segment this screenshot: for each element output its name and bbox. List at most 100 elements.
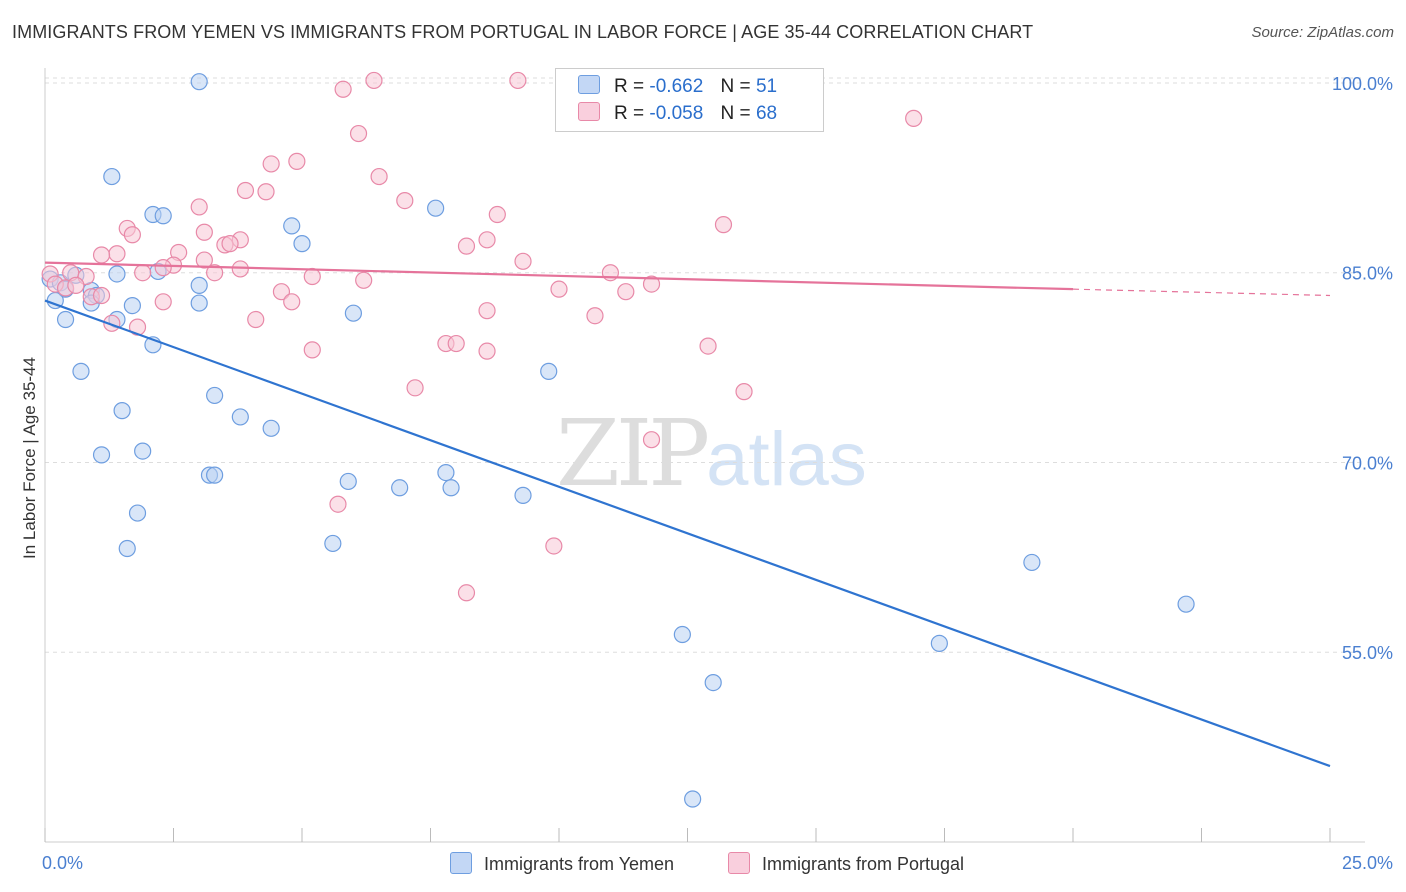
y-tick-label: 55.0% [1342,643,1393,663]
portugal-point [509,71,527,90]
yemen-point [427,199,445,217]
portugal-point [365,71,383,90]
portugal-point [514,252,532,270]
portugal-point [221,235,239,253]
yemen-point [339,472,357,491]
bottom-legend-portugal: Immigrants from Portugal [728,852,964,875]
portugal-point [92,286,111,305]
legend-row-portugal: R = -0.058 N = 68 [578,102,777,126]
yemen-trend-line [44,299,1331,768]
portugal-point [154,293,172,311]
portugal-point [355,271,373,289]
yemen-point [1023,553,1041,572]
yemen-point [391,479,409,497]
portugal-point [406,379,424,397]
portugal-point [905,109,923,127]
portugal-point [154,259,172,277]
yemen-point [344,304,362,322]
portugal-point [283,293,301,311]
portugal-point [447,334,465,353]
portugal-point [457,584,476,602]
legend-r-value: -0.058 [649,103,704,124]
correlation-legend: R = -0.662 N = 51 R = -0.058 N = 68 [555,68,824,132]
yemen-point [283,217,301,235]
yemen-point [684,790,702,808]
yemen-point [437,463,455,482]
legend-row-yemen: R = -0.662 N = 51 [578,75,777,99]
yemen-point [206,386,224,405]
yemen-point [72,362,90,380]
portugal-point [236,181,255,200]
grid [45,77,1365,653]
tick-labels: 55.0% 70.0% 85.0% 100.0% 0.0% 25.0% [42,74,1393,873]
portugal-point [67,276,85,294]
portugal-point [478,302,496,320]
portugal-point [195,223,213,241]
portugal-point [478,342,496,360]
yemen-point [673,625,691,644]
portugal-point [586,307,604,325]
y-tick-label: 100.0% [1332,74,1393,94]
portugal-point [92,246,111,264]
portugal-point [334,80,352,98]
portugal-point [370,167,388,186]
legend-n-label: N = [720,76,751,97]
portugal-point [123,226,141,244]
legend-n-value: 68 [755,103,778,124]
axes [44,68,1365,843]
portugal-point [396,192,414,210]
legend-r-value: -0.662 [649,76,704,97]
legend-n-label: N = [720,103,751,124]
yemen-point [324,534,342,553]
legend-swatch-portugal [578,102,600,121]
portugal-point [134,264,152,282]
portugal-point [642,431,661,449]
bottom-legend-label-portugal: Immigrants from Portugal [762,854,965,874]
portugal-point [550,280,568,298]
yemen-point [118,539,136,558]
portugal-point [247,310,265,329]
yemen-point [190,276,208,294]
portugal-point [257,183,275,201]
portugal-point [108,245,126,263]
bottom-legend-swatch-portugal [728,852,750,874]
yemen-point [154,207,172,225]
yemen-point [514,486,532,504]
portugal-point [206,264,224,282]
yemen-point [113,402,131,420]
portugal-point [478,231,496,249]
yemen-point [103,167,121,186]
y-tick-label: 70.0% [1342,453,1393,473]
portugal-point [642,275,661,293]
yemen-point [206,466,224,484]
portugal-point [303,341,321,359]
yemen-point [293,235,311,253]
chart-title: IMMIGRANTS FROM YEMEN VS IMMIGRANTS FROM… [12,22,1034,42]
portugal-point [349,124,368,143]
yemen-point [56,310,75,329]
yemen-point [108,265,126,283]
yemen-point [1177,595,1195,613]
bottom-legend-swatch-yemen [450,852,472,874]
portugal-point [617,283,635,301]
yemen-point [540,362,558,380]
portugal-point [262,155,280,173]
x-tick-label: 0.0% [42,853,83,873]
portugal-point [329,495,347,513]
portugal-point [190,198,208,216]
yemen-point [190,73,208,91]
legend-swatch-yemen [578,75,600,94]
portugal-point [303,267,321,286]
yemen-point [930,634,948,652]
yemen-point [704,673,722,692]
portugal-point [457,237,476,255]
bottom-legend-yemen: Immigrants from Yemen [450,852,674,875]
yemen-point [92,446,111,464]
legend-r-label: R = [614,103,645,124]
data-points [41,71,1195,808]
portugal-trend-line [44,261,1074,291]
portugal-point [735,383,753,401]
yemen-point [123,297,141,315]
portugal-point [714,216,733,234]
